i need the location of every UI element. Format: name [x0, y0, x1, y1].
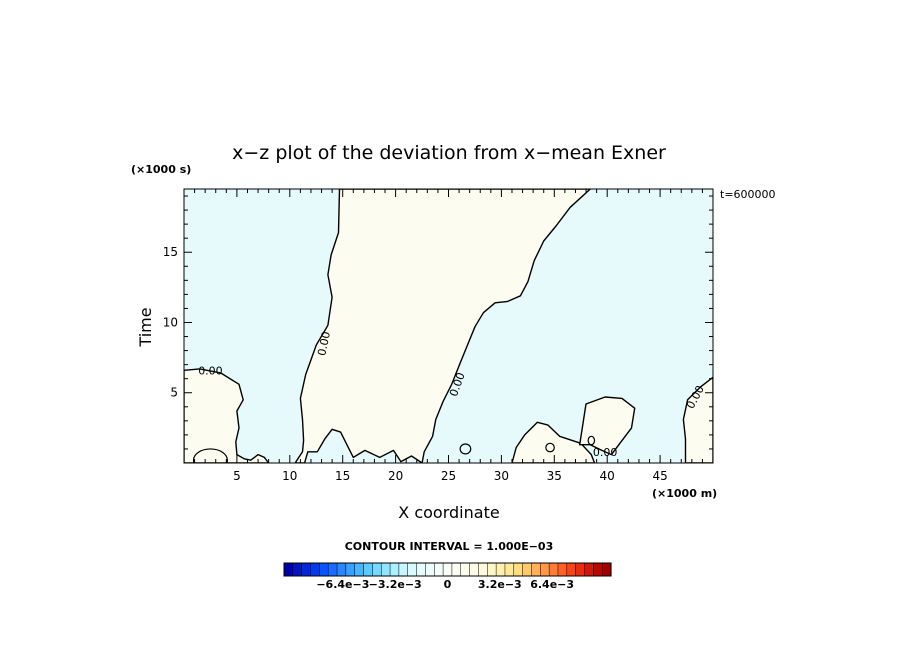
- colorbar-cell: [345, 562, 356, 577]
- colorbar-cell: [336, 562, 347, 577]
- positive-region-3: [579, 396, 636, 456]
- colorbar-cell: [319, 562, 329, 577]
- chart-title: x−z plot of the deviation from x−mean Ex…: [232, 142, 666, 164]
- colorbar-cell: [354, 562, 365, 577]
- colorbar-tick-label: −6.4e−3: [316, 578, 369, 591]
- contour-island-1: [545, 442, 555, 453]
- colorbar-frame: [283, 562, 612, 577]
- positive-region-4: [682, 376, 713, 463]
- x-tick-label: 5: [233, 469, 241, 483]
- positive-region-2: [511, 421, 596, 463]
- contour-island-3: [587, 435, 596, 446]
- x-tick-label: 15: [335, 469, 350, 483]
- y-axis-label: Time: [136, 307, 155, 347]
- colorbar-cell: [487, 562, 497, 577]
- colorbar-tick-label: −3.2e−3: [369, 578, 422, 591]
- y-tick-label: 5: [170, 386, 178, 400]
- x-tick-label: 45: [652, 469, 667, 483]
- x-tick-label: 35: [547, 469, 562, 483]
- contour-interval-label: CONTOUR INTERVAL = 1.000E−03: [345, 540, 554, 553]
- x-tick-label: 20: [388, 469, 403, 483]
- colorbar-cell: [557, 562, 568, 577]
- x-unit-label: (×1000 m): [652, 487, 717, 500]
- colorbar-cell: [292, 562, 303, 577]
- x-tick-label: 40: [600, 469, 615, 483]
- colorbar-cell: [442, 562, 453, 577]
- colorbar-cell: [416, 562, 426, 577]
- x-tick-label: 25: [441, 469, 456, 483]
- colorbar-cell: [540, 562, 550, 577]
- colorbar-tick-label: 6.4e−3: [530, 578, 574, 591]
- colorbar-cell: [283, 562, 294, 577]
- colorbar-cell: [522, 562, 533, 577]
- contour-label: 0.00: [593, 446, 618, 459]
- colorbar-cell: [566, 562, 577, 577]
- x-axis-label: X coordinate: [398, 503, 499, 522]
- colorbar-tick-label: 3.2e−3: [478, 578, 522, 591]
- colorbar-cell: [372, 562, 382, 577]
- y-unit-label: (×1000 s): [131, 163, 191, 176]
- contour-island-0: [459, 443, 472, 455]
- colorbar-cell: [398, 562, 409, 577]
- colorbar-cell: [407, 562, 418, 577]
- colorbar-cell: [363, 562, 373, 577]
- y-tick-label: 15: [163, 245, 178, 259]
- colorbar: [283, 562, 612, 577]
- contour-island-2: [192, 448, 228, 463]
- colorbar-cell: [601, 562, 612, 577]
- colorbar-cell: [531, 562, 541, 577]
- x-tick-label: 30: [494, 469, 509, 483]
- colorbar-cell: [389, 562, 400, 577]
- positive-region-0: [184, 368, 270, 463]
- colorbar-cell: [495, 562, 506, 577]
- colorbar-cell: [451, 562, 462, 577]
- colorbar-cell: [380, 562, 391, 577]
- filled-regions: [184, 189, 713, 463]
- y-tick-label: 10: [163, 315, 178, 329]
- positive-region-1: [294, 189, 591, 463]
- axis-ticks: 5 10 15 20 25 30 35 40 45 5 10 15: [163, 189, 713, 483]
- colorbar-cell: [513, 562, 524, 577]
- colorbar-cell: [575, 562, 586, 577]
- x-tick-label: 10: [282, 469, 297, 483]
- colorbar-cell: [425, 562, 435, 577]
- colorbar-cell: [310, 562, 320, 577]
- time-annotation: t=600000: [720, 188, 776, 201]
- colorbar-cell: [593, 562, 603, 577]
- colorbar-tick-labels: −6.4e−3 −3.2e−3 0 3.2e−3 6.4e−3: [316, 578, 574, 591]
- colorbar-cell: [433, 562, 444, 577]
- contour-label: 0.00: [315, 330, 333, 357]
- colorbar-cell: [327, 562, 338, 577]
- colorbar-cell: [478, 562, 488, 577]
- colorbar-cell: [301, 562, 312, 577]
- contour-islands: [192, 435, 596, 463]
- colorbar-cell: [504, 562, 515, 577]
- colorbar-cell: [548, 562, 559, 577]
- colorbar-cell: [460, 562, 471, 577]
- colorbar-cell: [584, 562, 594, 577]
- colorbar-cell: [469, 562, 479, 577]
- contour-label: 0.00: [198, 364, 223, 377]
- colorbar-tick-label: 0: [444, 578, 452, 591]
